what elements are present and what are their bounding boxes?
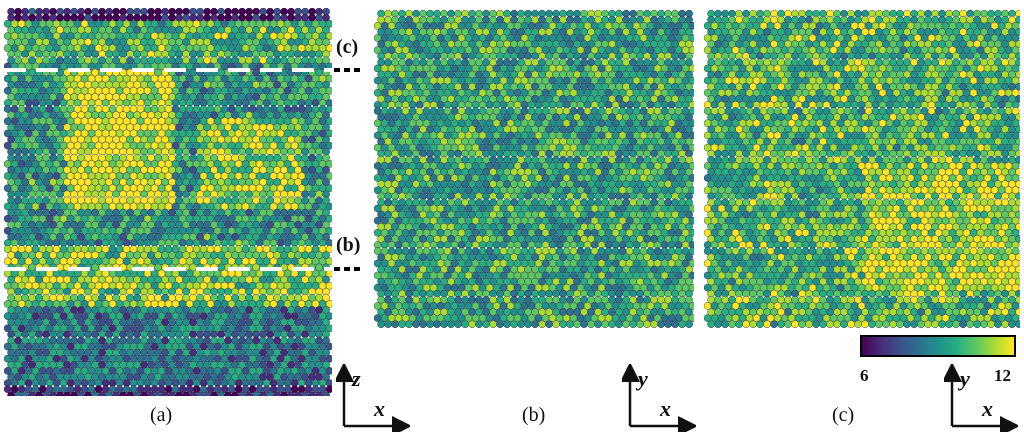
axis-x-label: x [981,396,993,421]
caption-b: (b) [522,404,546,426]
slice-marker-c: (c) [336,36,359,58]
panel-c-atoms [704,10,1020,328]
panel-b-atoms [374,10,694,328]
axes-triad-a: z x [336,364,410,432]
axis-y-label: y [635,366,648,391]
axis-y-label: y [957,366,970,391]
colorbar-min-label: 6 [860,366,869,385]
panel-a-atoms [4,8,332,396]
panel-b-top-view [374,10,694,328]
colorbar-max-label: 12 [994,366,1011,385]
colorbar [860,335,1016,357]
panel-c-top-view [704,10,1020,328]
caption-c: (c) [832,404,855,426]
axes-triad-c: y x [944,364,1018,432]
axes-triad-b: y x [622,364,696,432]
panel-a-side-view [4,8,332,396]
slice-lines [4,68,362,271]
axis-x-label: x [373,396,385,421]
axis-z-label: z [351,366,361,391]
axis-x-label: x [659,396,671,421]
slice-marker-b: (b) [336,234,361,256]
caption-a: (a) [150,404,173,426]
